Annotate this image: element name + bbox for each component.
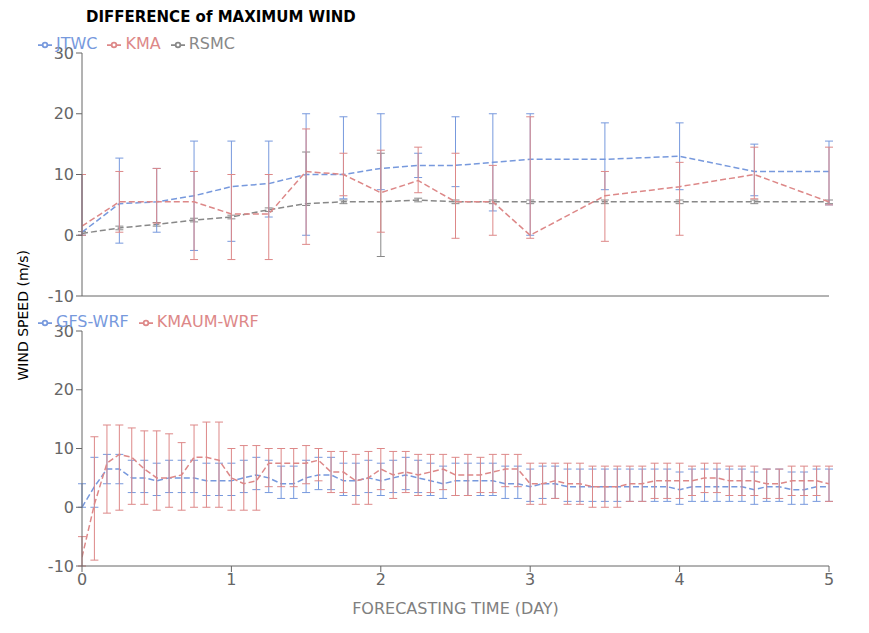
svg-text:0: 0: [77, 570, 87, 589]
svg-text:10: 10: [54, 165, 74, 184]
svg-text:-10: -10: [48, 287, 74, 306]
svg-text:FORECASTING TIME (DAY): FORECASTING TIME (DAY): [352, 599, 559, 618]
svg-text:0: 0: [64, 498, 74, 517]
svg-text:5: 5: [824, 570, 834, 589]
svg-text:4: 4: [675, 570, 685, 589]
svg-text:10: 10: [54, 439, 74, 458]
svg-text:0: 0: [64, 226, 74, 245]
svg-text:30: 30: [54, 44, 74, 63]
svg-text:30: 30: [54, 322, 74, 341]
svg-text:3: 3: [525, 570, 535, 589]
svg-text:20: 20: [54, 104, 74, 123]
svg-text:2: 2: [376, 570, 386, 589]
svg-text:20: 20: [54, 380, 74, 399]
svg-text:1: 1: [226, 570, 236, 589]
svg-text:-10: -10: [48, 557, 74, 576]
